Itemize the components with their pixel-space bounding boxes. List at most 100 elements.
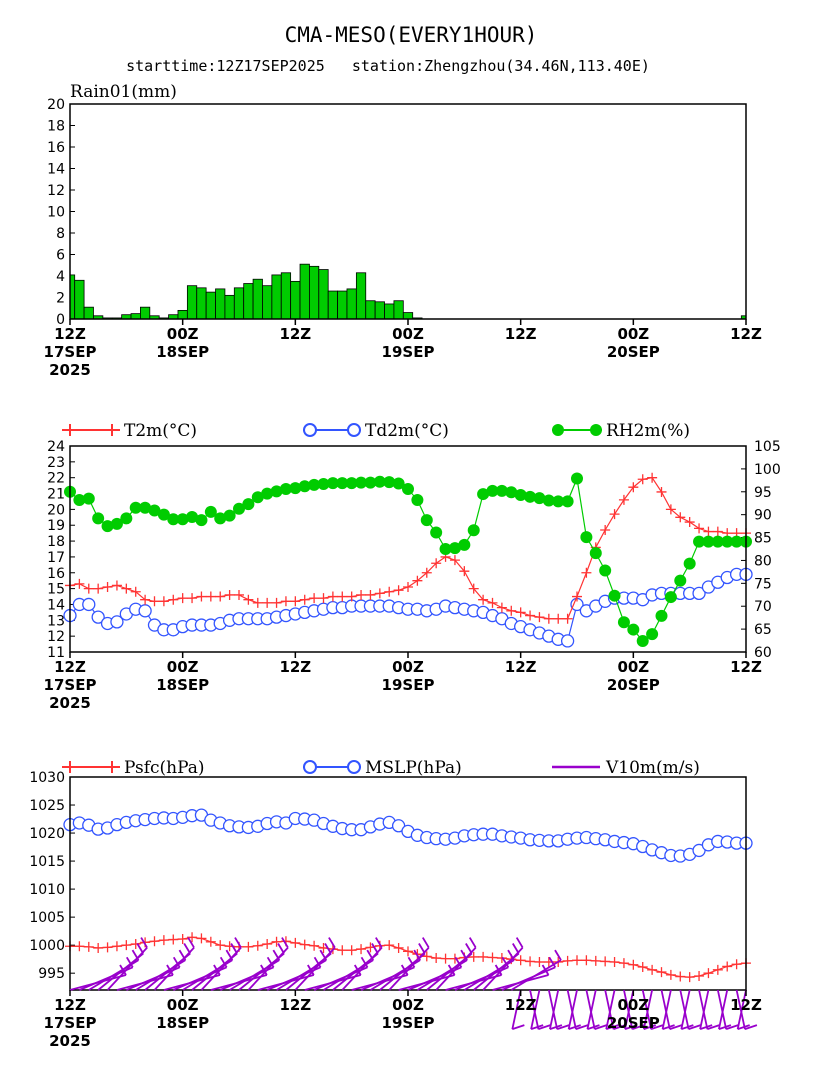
wind-barb-feather bbox=[718, 1024, 732, 1030]
t2m-point bbox=[309, 593, 320, 604]
rh2m-point bbox=[383, 476, 396, 489]
t2m-point bbox=[234, 589, 244, 600]
t2m-point bbox=[581, 567, 592, 578]
temp-x-tick-line: 18SEP bbox=[156, 676, 209, 694]
rh2m-point bbox=[458, 538, 471, 551]
wind-barb-feather bbox=[422, 937, 430, 949]
t2m-point bbox=[572, 591, 582, 602]
psfc-point bbox=[83, 941, 94, 952]
temp-left-tick-label: 21 bbox=[47, 487, 65, 503]
wind-barb bbox=[529, 989, 540, 1030]
rain-y-tick-label: 18 bbox=[47, 119, 65, 135]
wind-barb-feather bbox=[554, 949, 562, 961]
chart-subtitle: starttime:12Z17SEP2025 station:Zhengzhou… bbox=[126, 57, 650, 75]
pressure-x-tick-line: 2025 bbox=[49, 1032, 91, 1050]
rh2m-point bbox=[430, 526, 443, 539]
wind-barb bbox=[660, 989, 671, 1030]
rain-bar bbox=[205, 291, 216, 320]
rh2m-point bbox=[683, 557, 696, 570]
temp-x-tick-line: 12Z bbox=[54, 658, 86, 676]
t2m-point bbox=[600, 524, 611, 535]
t2m-point bbox=[215, 591, 226, 602]
rh2m-point bbox=[270, 485, 283, 498]
rh2m-point bbox=[298, 480, 311, 493]
rain-bar bbox=[384, 303, 395, 320]
t2m-point bbox=[647, 472, 658, 483]
wind-barb-feather bbox=[548, 956, 557, 968]
wind-barb bbox=[735, 989, 746, 1030]
wind-barb bbox=[566, 989, 577, 1030]
wind-barb-feather bbox=[454, 956, 463, 968]
wind-barb-feather bbox=[313, 956, 322, 968]
temp-x-tick-line: 17SEP bbox=[44, 676, 97, 694]
psfc-point bbox=[215, 940, 226, 951]
rain-x-tick-label: 12Z 17SEP 2025 bbox=[44, 325, 97, 379]
pressure-x-tick-line: 00Z bbox=[167, 996, 199, 1014]
rh2m-point bbox=[223, 509, 236, 522]
pressure-x-tick-line: 12Z bbox=[279, 996, 311, 1014]
pressure-y-tick-label: 1020 bbox=[29, 826, 65, 842]
rain-x-tick-label: 00Z 20SEP bbox=[607, 325, 660, 361]
rh2m-point bbox=[420, 514, 433, 527]
rh2m-point bbox=[486, 484, 499, 497]
pressure-panel: Psfc(hPa) MSLP(hPa) V10m(m/s) 995 1000 100… bbox=[29, 758, 762, 1050]
t2m-point bbox=[130, 586, 141, 597]
wind-barbs bbox=[69, 937, 758, 1030]
wind-barb-feather bbox=[515, 937, 524, 949]
t2m-point bbox=[177, 593, 188, 604]
pressure-y-tick-label: 1005 bbox=[29, 910, 65, 926]
wind-barb-feather bbox=[725, 1024, 739, 1030]
rh2m-point bbox=[655, 609, 668, 622]
rh2m-point bbox=[186, 510, 199, 523]
t2m-point bbox=[346, 591, 357, 602]
psfc-point bbox=[262, 939, 273, 950]
rain-bar bbox=[346, 288, 357, 320]
rh2m-point bbox=[279, 483, 292, 496]
psfc-point bbox=[487, 952, 498, 963]
wind-barb-feather bbox=[669, 1024, 683, 1030]
t2m-point bbox=[618, 494, 629, 505]
rh2m-point bbox=[411, 494, 424, 507]
temp-plot-frame bbox=[69, 445, 747, 653]
wind-barb bbox=[585, 989, 596, 1030]
wind-barb bbox=[642, 989, 653, 1030]
wind-barb-feather bbox=[375, 937, 383, 949]
wind-barb bbox=[549, 989, 560, 1030]
temp-right-tick-label: 80 bbox=[754, 553, 772, 569]
rain-axis-label: Rain01(mm) bbox=[70, 82, 177, 102]
rain-bar bbox=[299, 263, 310, 320]
psfc-point bbox=[600, 956, 611, 967]
t2m-point bbox=[421, 567, 432, 578]
t2m-point bbox=[187, 593, 198, 604]
rain-bar bbox=[224, 294, 235, 320]
t2m-point bbox=[384, 586, 395, 597]
rain-bar bbox=[271, 274, 282, 320]
t2m-point bbox=[543, 613, 554, 624]
psfc-point bbox=[121, 940, 132, 951]
rh2m-point bbox=[693, 535, 706, 548]
temp-x-tick-label: 12Z bbox=[730, 658, 762, 676]
rh2m-point bbox=[636, 635, 649, 648]
temp-left-tick-label: 17 bbox=[47, 550, 65, 566]
rain-y-tick-label: 0 bbox=[56, 312, 65, 328]
legend-td2m-marker-right bbox=[347, 423, 361, 437]
t2m-point bbox=[684, 517, 695, 528]
td2m-point bbox=[692, 586, 706, 601]
t2m-point bbox=[74, 578, 85, 589]
psfc-point bbox=[403, 946, 413, 957]
pressure-y-tick-label: 1030 bbox=[29, 770, 65, 786]
rain-bar bbox=[186, 285, 198, 320]
rain-x-tick-line: 12Z bbox=[505, 325, 537, 343]
pressure-x-tick-line: 12Z bbox=[730, 996, 762, 1014]
wind-barb bbox=[736, 989, 747, 1030]
temp-x-tick-line: 19SEP bbox=[382, 676, 435, 694]
rh2m-point bbox=[167, 513, 180, 526]
td2m-point bbox=[138, 604, 152, 618]
rh2m-point bbox=[561, 495, 574, 508]
t2m-point bbox=[271, 597, 282, 608]
psfc-point bbox=[534, 956, 545, 967]
rh2m-point bbox=[355, 476, 368, 489]
psfc-point bbox=[722, 961, 733, 972]
